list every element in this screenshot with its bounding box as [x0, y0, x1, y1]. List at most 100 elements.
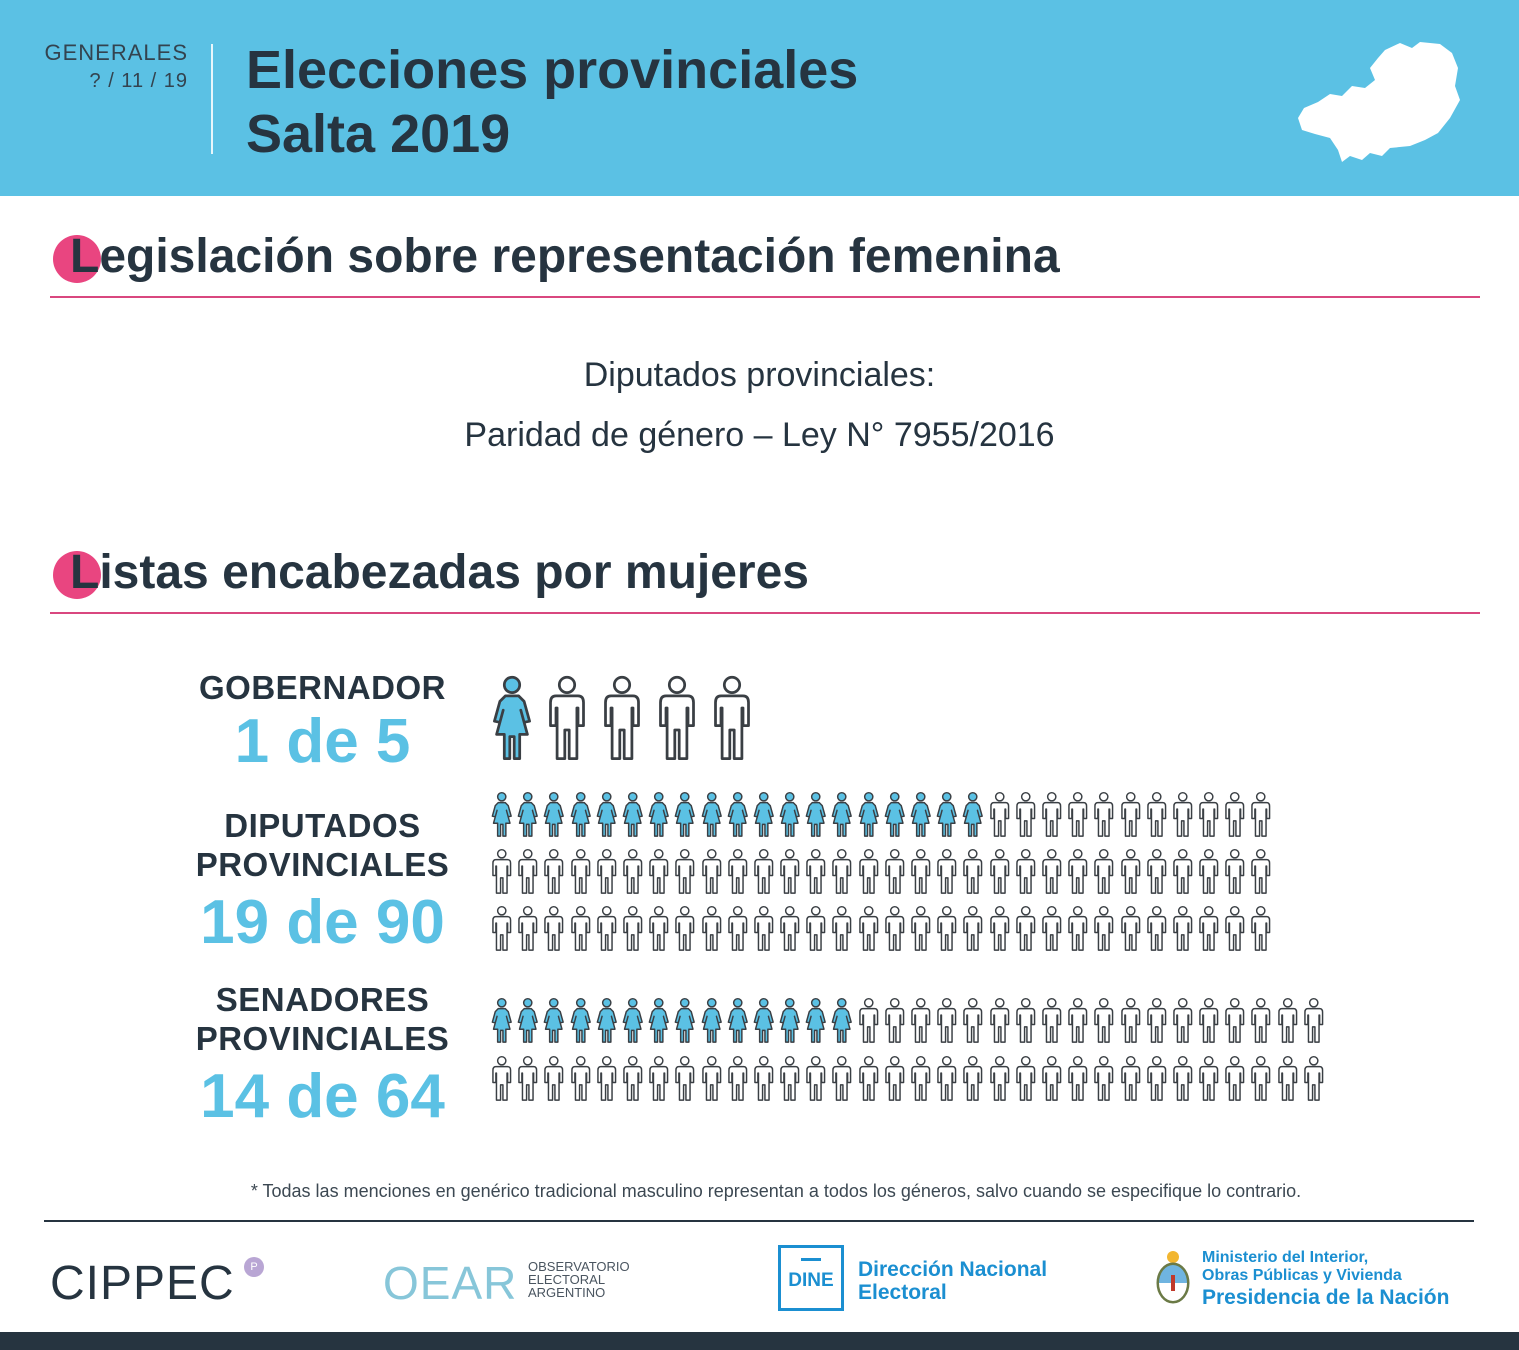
dine-name: Dirección Nacional Electoral [858, 1258, 1047, 1304]
section-legislation-heading: Legislación sobre representación femenin… [50, 228, 1480, 298]
man-icon [596, 848, 617, 894]
man-icon [1042, 791, 1062, 837]
man-icon [649, 1055, 669, 1101]
man-icon [832, 1055, 852, 1101]
man-icon [806, 905, 826, 951]
man-icon [1225, 848, 1245, 894]
woman-icon [779, 997, 800, 1043]
woman-icon [622, 791, 643, 837]
woman-icon [701, 791, 722, 837]
man-icon [1277, 997, 1297, 1043]
title-line-1: Elecciones provinciales [246, 40, 859, 100]
man-icon [1015, 791, 1036, 837]
woman-icon [596, 791, 617, 837]
man-icon [832, 905, 852, 951]
man-icon [1225, 997, 1245, 1043]
man-icon [701, 905, 721, 951]
man-icon [937, 905, 957, 951]
man-icon [1094, 791, 1114, 837]
bottom-bar [0, 1332, 1519, 1350]
man-icon [1225, 1055, 1245, 1101]
man-icon [1146, 848, 1166, 894]
man-icon [1120, 997, 1140, 1043]
man-icon [1199, 997, 1219, 1043]
oear-sub-line-3: ARGENTINO [528, 1285, 606, 1300]
man-icon [544, 848, 564, 894]
man-icon [754, 1055, 774, 1101]
man-icon [937, 1055, 957, 1101]
woman-icon [805, 791, 827, 837]
woman-icon [832, 791, 853, 837]
man-icon [1094, 905, 1114, 951]
ministerio-name: Ministerio del Interior, Obras Públicas … [1202, 1249, 1449, 1311]
man-icon [963, 997, 983, 1043]
title-line-2: Salta 2019 [246, 104, 511, 164]
section-bullet-icon [53, 235, 101, 283]
man-icon [911, 905, 931, 951]
man-icon [1173, 905, 1193, 951]
woman-icon [570, 997, 591, 1043]
man-icon [1225, 905, 1245, 951]
man-icon [1146, 905, 1166, 951]
man-icon [1094, 997, 1114, 1043]
man-icon [1015, 848, 1036, 894]
section-lists-title: Listas encabezadas por mujeres [70, 546, 809, 599]
man-icon [518, 905, 538, 951]
man-icon [623, 848, 643, 894]
man-icon [780, 905, 800, 951]
man-icon [963, 1055, 983, 1101]
woman-icon [858, 791, 879, 837]
man-icon [1094, 848, 1114, 894]
woman-icon [648, 997, 670, 1043]
man-icon [544, 905, 564, 951]
man-icon [1042, 997, 1062, 1043]
man-icon [806, 1055, 826, 1101]
man-icon [596, 1055, 617, 1101]
man-icon [963, 905, 983, 951]
man-icon [518, 848, 538, 894]
man-icon [911, 997, 931, 1043]
man-icon [989, 848, 1009, 894]
man-icon [1251, 1055, 1271, 1101]
man-icon [714, 675, 750, 760]
man-icon [570, 1055, 590, 1101]
section-bullet-icon [53, 551, 101, 599]
man-icon [701, 1055, 721, 1101]
man-icon [1015, 997, 1036, 1043]
man-icon [1094, 1055, 1114, 1101]
header-banner: GENERALES ? / 11 / 19 Elecciones provinc… [0, 0, 1519, 196]
man-icon [780, 1055, 800, 1101]
national-shield-icon [1156, 1251, 1190, 1304]
man-icon [727, 848, 747, 894]
dine-logo-box: DINE [778, 1245, 844, 1311]
man-icon [1015, 1055, 1036, 1101]
man-icon [1120, 905, 1140, 951]
man-icon [492, 1055, 512, 1101]
diputados-label: DIPUTADOS PROVINCIALES 19 de 90 [170, 806, 475, 954]
man-icon [549, 675, 585, 760]
man-icon [911, 848, 931, 894]
legislation-line-2: Paridad de género – Ley N° 7955/2016 [464, 416, 1055, 454]
election-tag: GENERALES ? / 11 / 19 [40, 40, 188, 93]
man-icon [1199, 1055, 1219, 1101]
man-icon [780, 848, 800, 894]
diputados-category-line-1: DIPUTADOS [224, 807, 421, 844]
woman-icon [543, 997, 565, 1043]
man-icon [989, 905, 1009, 951]
man-icon [1199, 848, 1219, 894]
man-icon [1251, 905, 1271, 951]
woman-icon [493, 675, 531, 760]
woman-icon [701, 997, 722, 1043]
man-icon [1068, 1055, 1088, 1101]
man-icon [754, 905, 774, 951]
man-icon [1068, 997, 1088, 1043]
man-icon [596, 905, 617, 951]
man-icon [989, 997, 1009, 1043]
man-icon [623, 1055, 643, 1101]
man-icon [989, 1055, 1009, 1101]
man-icon [1042, 848, 1062, 894]
man-icon [675, 1055, 695, 1101]
footer-divider [44, 1220, 1474, 1222]
woman-icon [753, 791, 774, 837]
dine-box-label: DINE [788, 1270, 834, 1291]
